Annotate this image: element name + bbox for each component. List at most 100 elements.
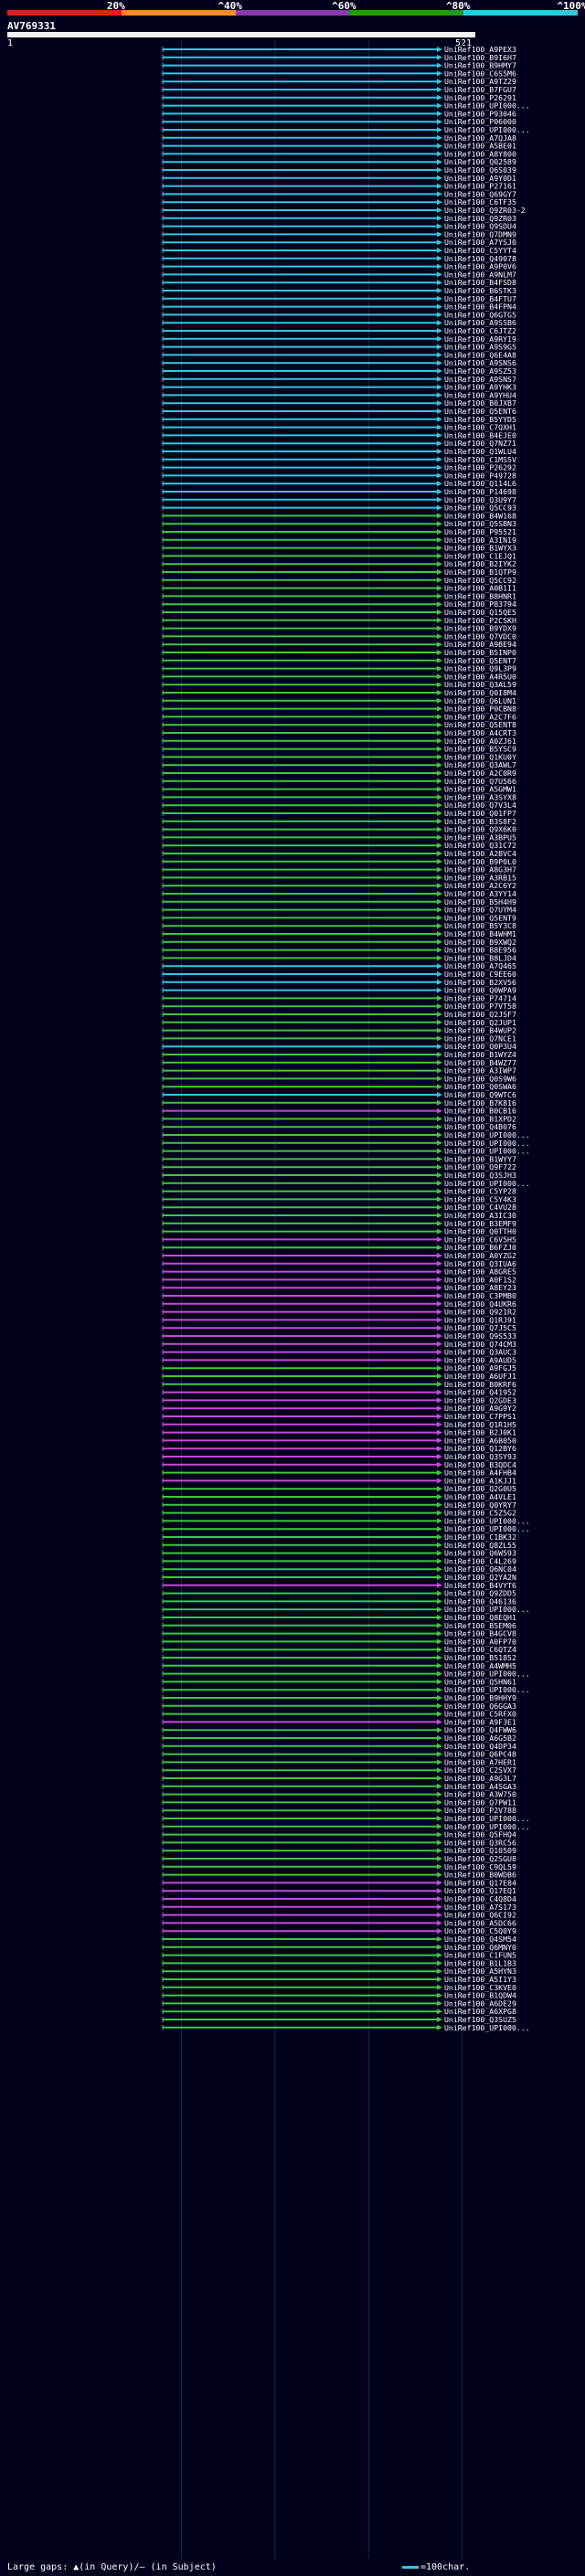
hit-label[interactable]: UniRef100_Q15QE5 [444,608,516,617]
hit-label[interactable]: UniRef100_Q31C72 [444,841,516,850]
hit-label[interactable]: UniRef100_B1XPD2 [444,1114,516,1123]
hit-label[interactable]: UniRef100_C5YYT4 [444,246,516,255]
hit-label[interactable]: UniRef100_C5Y4K3 [444,1194,516,1203]
hit-label[interactable]: UniRef100_B2J0K1 [444,1428,516,1437]
hit-label[interactable]: UniRef100_Q0WPA9 [444,986,516,995]
hit-label[interactable]: UniRef100_B2XV56 [444,978,516,987]
hit-label[interactable]: UniRef100_C6S5M6 [444,69,516,78]
hit-label[interactable]: UniRef100_Q9X6K0 [444,825,516,834]
hit-label[interactable]: UniRef100_B3QDC4 [444,1460,516,1469]
hit-label[interactable]: UniRef100_B4FSD8 [444,278,516,287]
hit-label[interactable]: UniRef100_P93046 [444,109,516,118]
hit-label[interactable]: UniRef100_Q4DP34 [444,1742,516,1751]
hit-label[interactable]: UniRef100_Q7V3L4 [444,800,516,810]
hit-label[interactable]: UniRef100_Q9S533 [444,1331,516,1341]
hit-label[interactable]: UniRef100_C5RFX0 [444,1710,516,1719]
hit-label[interactable]: UniRef100_A9S9G5 [444,343,516,352]
hit-label[interactable]: UniRef100_Q3U9Y7 [444,495,516,504]
hit-label[interactable]: UniRef100_A4VLE1 [444,1492,516,1501]
hit-label[interactable]: UniRef100_A2C6Y2 [444,881,516,890]
hit-label[interactable]: UniRef100_A9RY19 [444,334,516,344]
hit-label[interactable]: UniRef100_UPI000... [444,1605,530,1614]
hit-label[interactable]: UniRef100_B7K816 [444,1098,516,1108]
hit-label[interactable]: UniRef100_P0CBN8 [444,705,516,714]
hit-label[interactable]: UniRef100_B9HMY7 [444,61,516,70]
hit-label[interactable]: UniRef100_P14698 [444,487,516,496]
hit-label[interactable]: UniRef100_C6JTZ2 [444,326,516,335]
hit-label[interactable]: UniRef100_Q69GY7 [444,189,516,198]
hit-label[interactable]: UniRef100_A5DC66 [444,1918,516,1927]
hit-label[interactable]: UniRef100_Q6LUN1 [444,696,516,705]
hit-label[interactable]: UniRef100_A2C0R9 [444,769,516,778]
hit-label[interactable]: UniRef100_B3S8F2 [444,817,516,826]
hit-label[interactable]: UniRef100_Q3IUA6 [444,1259,516,1268]
hit-label[interactable]: UniRef100_Q5FHQ4 [444,1830,516,1839]
hit-label[interactable]: UniRef100_Q1RJ91 [444,1315,516,1324]
hit-label[interactable]: UniRef100_Q2G0U5 [444,1484,516,1493]
hit-label[interactable]: UniRef100_A4WMH5 [444,1661,516,1670]
hit-label[interactable]: UniRef100_P2V788 [444,1806,516,1815]
hit-label[interactable]: UniRef100_C9QL59 [444,1862,516,1871]
hit-label[interactable]: UniRef100_Q1R1H5 [444,1420,516,1429]
hit-label[interactable]: UniRef100_Q7NZ71 [444,439,516,448]
hit-label[interactable]: UniRef100_UPI000... [444,1147,530,1156]
hit-label[interactable]: UniRef100_Q0YRY7 [444,1500,516,1510]
hit-label[interactable]: UniRef100_UPI000... [444,1822,530,1831]
hit-label[interactable]: UniRef100_A9YHK3 [444,383,516,392]
hit-label[interactable]: UniRef100_C4L269 [444,1556,516,1565]
hit-label[interactable]: UniRef100_P49728 [444,471,516,480]
hit-label[interactable]: UniRef100_A9BE94 [444,640,516,649]
hit-label[interactable]: UniRef100_Q5CC93 [444,504,516,513]
hit-label[interactable]: UniRef100_Q5ENT6 [444,407,516,416]
hit-label[interactable]: UniRef100_C6QTZ4 [444,1645,516,1654]
hit-label[interactable]: UniRef100_B6FZJ0 [444,1243,516,1252]
hit-label[interactable]: UniRef100_Q8ZL55 [444,1541,516,1550]
hit-label[interactable]: UniRef100_A7QJA8 [444,133,516,143]
hit-label[interactable]: UniRef100_B8HNR1 [444,591,516,600]
hit-label[interactable]: UniRef100_A5HYN3 [444,1966,516,1976]
hit-label[interactable]: UniRef100_Q9SDU4 [444,222,516,231]
hit-label[interactable]: UniRef100_Q0P3U4 [444,1042,516,1051]
hit-label[interactable]: UniRef100_Q6S039 [444,165,516,175]
hit-label[interactable]: UniRef100_Q9L3P9 [444,664,516,673]
hit-label[interactable]: UniRef100_Q01FP7 [444,809,516,818]
hit-label[interactable]: UniRef100_P26291 [444,93,516,102]
hit-label[interactable]: UniRef100_Q3AL59 [444,680,516,689]
hit-label[interactable]: UniRef100_Q5HN61 [444,1677,516,1686]
hit-label[interactable]: UniRef100_A6XPG8 [444,2007,516,2016]
hit-label[interactable]: UniRef100_B9YDX9 [444,624,516,633]
hit-label[interactable]: UniRef100_UPI000... [444,1516,530,1525]
hit-label[interactable]: UniRef100_B9HHY9 [444,1693,516,1702]
hit-label[interactable]: UniRef100_B4WUP2 [444,1026,516,1035]
hit-label[interactable]: UniRef100_A0FP70 [444,1637,516,1646]
hit-label[interactable]: UniRef100_B0KRF6 [444,1380,516,1389]
hit-label[interactable]: UniRef100_B1L1B3 [444,1958,516,1967]
hit-label[interactable]: UniRef100_C1FUN5 [444,1951,516,1960]
hit-label[interactable]: UniRef100_A9G3L7 [444,1774,516,1783]
hit-label[interactable]: UniRef100_B5H4H9 [444,897,516,906]
hit-label[interactable]: UniRef100_UPI000... [444,1179,530,1188]
hit-label[interactable]: UniRef100_A8EY23 [444,1283,516,1292]
hit-label[interactable]: UniRef100_A3BPU5 [444,832,516,842]
hit-label[interactable]: UniRef100_A9TZ29 [444,77,516,86]
hit-label[interactable]: UniRef100_B4VYT6 [444,1581,516,1590]
hit-label[interactable]: UniRef100_Q0SWA6 [444,1082,516,1091]
hit-label[interactable]: UniRef100_Q74CM3 [444,1340,516,1349]
hit-label[interactable]: UniRef100_UPI000... [444,1524,530,1533]
hit-label[interactable]: UniRef100_B1QTP9 [444,567,516,577]
hit-label[interactable]: UniRef100_B4W168 [444,511,516,520]
hit-label[interactable]: UniRef100_C1BK32 [444,1532,516,1542]
hit-label[interactable]: UniRef100_Q6NC04 [444,1564,516,1574]
hit-label[interactable]: UniRef100_A3YY14 [444,889,516,898]
hit-label[interactable]: UniRef100_Q17EQ1 [444,1886,516,1895]
hit-label[interactable]: UniRef100_Q17E84 [444,1878,516,1887]
hit-label[interactable]: UniRef100_B1WYY7 [444,1154,516,1163]
hit-label[interactable]: UniRef100_A9PEX3 [444,45,516,54]
hit-label[interactable]: UniRef100_P06000 [444,117,516,126]
hit-label[interactable]: UniRef100_Q6GGA3 [444,1701,516,1711]
hit-label[interactable]: UniRef100_B5YYD5 [444,415,516,424]
hit-label[interactable]: UniRef100_C6TF35 [444,197,516,207]
hit-label[interactable]: UniRef100_B0JXB7 [444,398,516,408]
hit-label[interactable]: UniRef100_B4GCV8 [444,1629,516,1638]
hit-label[interactable]: UniRef100_A6B050 [444,1436,516,1445]
